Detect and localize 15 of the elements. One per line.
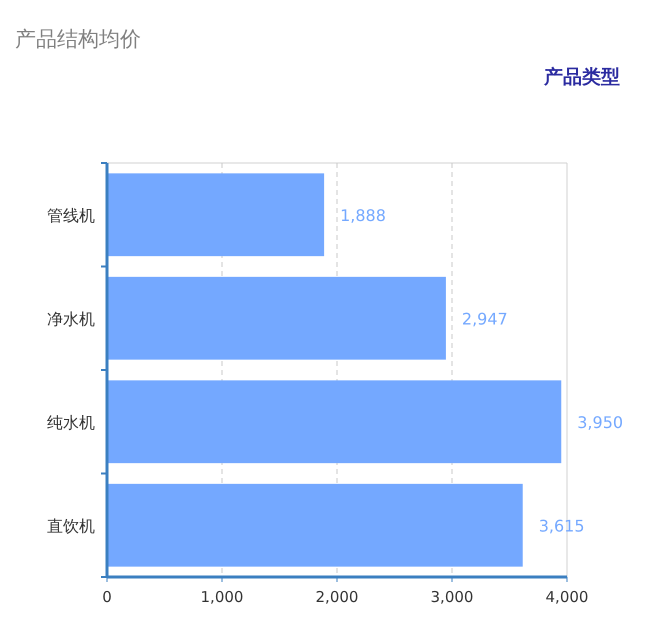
x-tick-label: 4,000 <box>546 588 588 606</box>
x-tick-label: 2,000 <box>316 588 358 606</box>
value-label: 3,615 <box>538 516 585 536</box>
x-tick-label: 1,000 <box>200 588 244 606</box>
x-tick-label: 3,000 <box>430 588 474 606</box>
ylabel: 产品类型 <box>544 66 620 88</box>
x-tick-label: 0 <box>102 588 112 606</box>
value-label: 1,888 <box>340 206 386 225</box>
value-label: 3,950 <box>577 412 624 432</box>
title: 产品结构均价 <box>15 27 141 51</box>
value-label: 2,947 <box>462 309 508 328</box>
y-tick-label: 净水机 <box>47 309 95 328</box>
y-tick-label: 纯水机 <box>47 412 95 432</box>
y-tick-label: 管线机 <box>47 206 95 225</box>
y-tick-label: 直饮机 <box>47 516 95 536</box>
